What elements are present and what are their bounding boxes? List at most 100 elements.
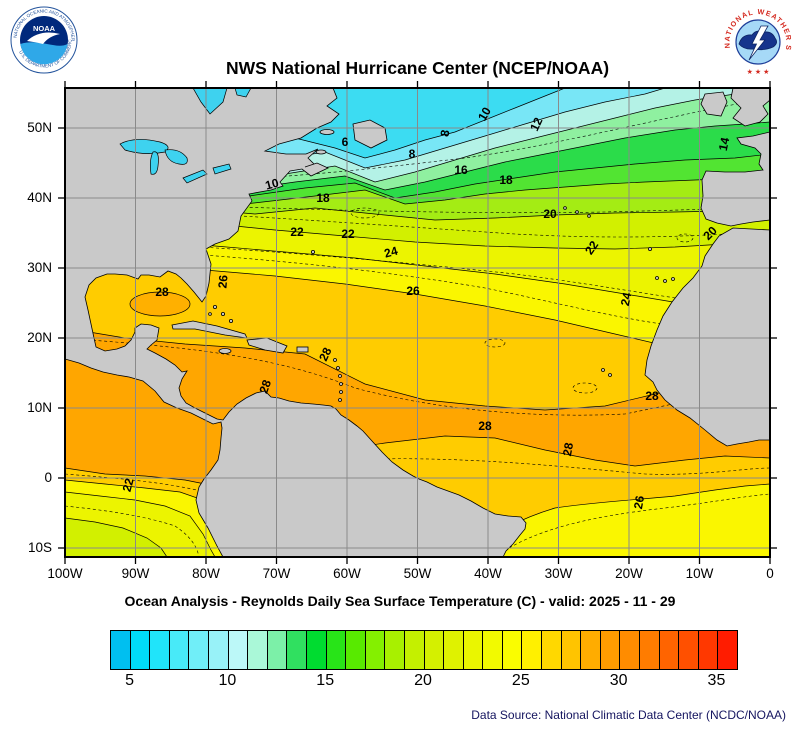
noaa-ocean-shape <box>20 42 68 65</box>
lon-label: 60W <box>333 566 361 581</box>
colorbar-cell <box>463 631 484 669</box>
colorbar-cell <box>267 631 288 669</box>
lon-label: 80W <box>192 566 220 581</box>
colorbar-cell <box>581 631 601 669</box>
lon-label: 20W <box>615 566 643 581</box>
colorbar-cell <box>522 631 543 669</box>
colorbar-tick-label: 15 <box>316 672 335 689</box>
contour-label: 24 <box>618 291 635 307</box>
lon-label: 50W <box>403 566 432 581</box>
contour-label: 10 <box>475 104 494 123</box>
contour-label: 28 <box>155 285 169 299</box>
contour-label: 16 <box>454 163 468 177</box>
colorbar-cell <box>424 631 445 669</box>
noaa-logo: NATIONAL OCEANIC AND ATMOSPHERIC ADMINIS… <box>10 6 78 74</box>
colorbar-cell <box>111 631 131 669</box>
land-americas <box>65 88 527 557</box>
contour-label: 22 <box>341 227 355 241</box>
temperature-colorbar <box>110 630 738 670</box>
contour-label: 28 <box>645 389 659 403</box>
lon-label: 40W <box>474 566 502 581</box>
contour-label: 28 <box>478 419 492 433</box>
colorbar-cell <box>640 631 660 669</box>
colorbar-cell <box>502 631 523 669</box>
land-iberia <box>700 131 770 227</box>
nws-logo: NATIONAL WEATHER SERVICE ★ ★ ★ <box>722 7 792 76</box>
contour-label: 28 <box>256 378 274 396</box>
contour-label: 28 <box>560 441 576 457</box>
colorbar-cell <box>150 631 170 669</box>
colorbar-cell <box>130 631 151 669</box>
contour-label: 10 <box>264 176 281 193</box>
colorbar-cell <box>404 631 425 669</box>
axis-ticks <box>58 81 777 564</box>
contour-label: 8 <box>409 147 416 161</box>
colorbar-tick-label: 20 <box>414 672 432 689</box>
colorbar-cell <box>365 631 386 669</box>
page-title: NWS National Hurricane Center (NCEP/NOAA… <box>225 58 610 78</box>
colorbar-cell <box>542 631 562 669</box>
colorbar-cell <box>208 631 229 669</box>
grid-lines <box>65 88 770 557</box>
lon-label: 10W <box>685 566 714 581</box>
contour-label: 12 <box>527 115 545 133</box>
colorbar-cell <box>326 631 347 669</box>
latitude-axis: 50N 40N 30N 20N 10N 0 10S <box>0 88 58 557</box>
lat-label: 10N <box>27 400 52 415</box>
noaa-acronym: NOAA <box>33 24 56 33</box>
land-africa <box>644 227 770 447</box>
colorbar-cell <box>385 631 405 669</box>
lat-label: 0 <box>44 470 52 485</box>
data-source: Data Source: National Climatic Data Cent… <box>471 708 786 722</box>
colorbar-cell <box>679 631 699 669</box>
colorbar-cell <box>600 631 621 669</box>
contour-label: 18 <box>316 191 330 205</box>
contour-label: 28 <box>316 345 334 363</box>
noaa-bird-icon <box>27 32 60 44</box>
land-jamaica <box>218 348 232 354</box>
colorbar-tick-label: 35 <box>707 672 726 689</box>
contour-label: 26 <box>406 284 420 298</box>
lon-label: 100W <box>47 566 83 581</box>
land-britain <box>730 88 770 127</box>
colorbar-cell <box>306 631 327 669</box>
colorbar-cell <box>169 631 190 669</box>
contour-label: 18 <box>499 173 513 187</box>
contour-label: 26 <box>215 274 230 289</box>
colorbar-tick-label: 25 <box>511 672 530 689</box>
lat-label: 20N <box>27 330 52 345</box>
lon-label: 0 <box>766 566 774 581</box>
contour-label: 6 <box>342 135 349 149</box>
land-ireland <box>700 91 728 117</box>
colorbar-labels: 5 10 15 20 25 30 35 <box>110 672 736 694</box>
map-border <box>64 87 771 558</box>
colorbar-cell <box>248 631 268 669</box>
colorbar-cell <box>287 631 307 669</box>
colorbar-cell <box>444 631 464 669</box>
nws-stars: ★ ★ ★ <box>747 68 770 76</box>
colorbar-cell <box>346 631 366 669</box>
colorbar-cell <box>620 631 641 669</box>
nws-lightning-icon <box>748 25 769 61</box>
contour-label: 14 <box>716 136 733 152</box>
contour-label: 22 <box>120 476 137 493</box>
lon-label: 70W <box>262 566 291 581</box>
lat-label: 30N <box>27 260 52 275</box>
colorbar-cell <box>698 631 719 669</box>
land-newfoundland <box>352 119 388 149</box>
lon-label: 30W <box>544 566 573 581</box>
contour-label: 24 <box>383 244 400 261</box>
colorbar-cell <box>483 631 503 669</box>
lat-label: 10S <box>27 540 52 555</box>
colorbar-cell <box>561 631 582 669</box>
longitude-axis: 100W 90W 80W 70W 60W 50W 40W 30W 20W 10W 0 <box>47 566 773 586</box>
colorbar-tick-label: 5 <box>125 672 135 689</box>
colorbar-cell <box>228 631 249 669</box>
contour-label: 20 <box>543 207 557 221</box>
lat-label: 50N <box>27 120 52 135</box>
lon-label: 90W <box>121 566 150 581</box>
colorbar-tick-label: 10 <box>218 672 237 689</box>
